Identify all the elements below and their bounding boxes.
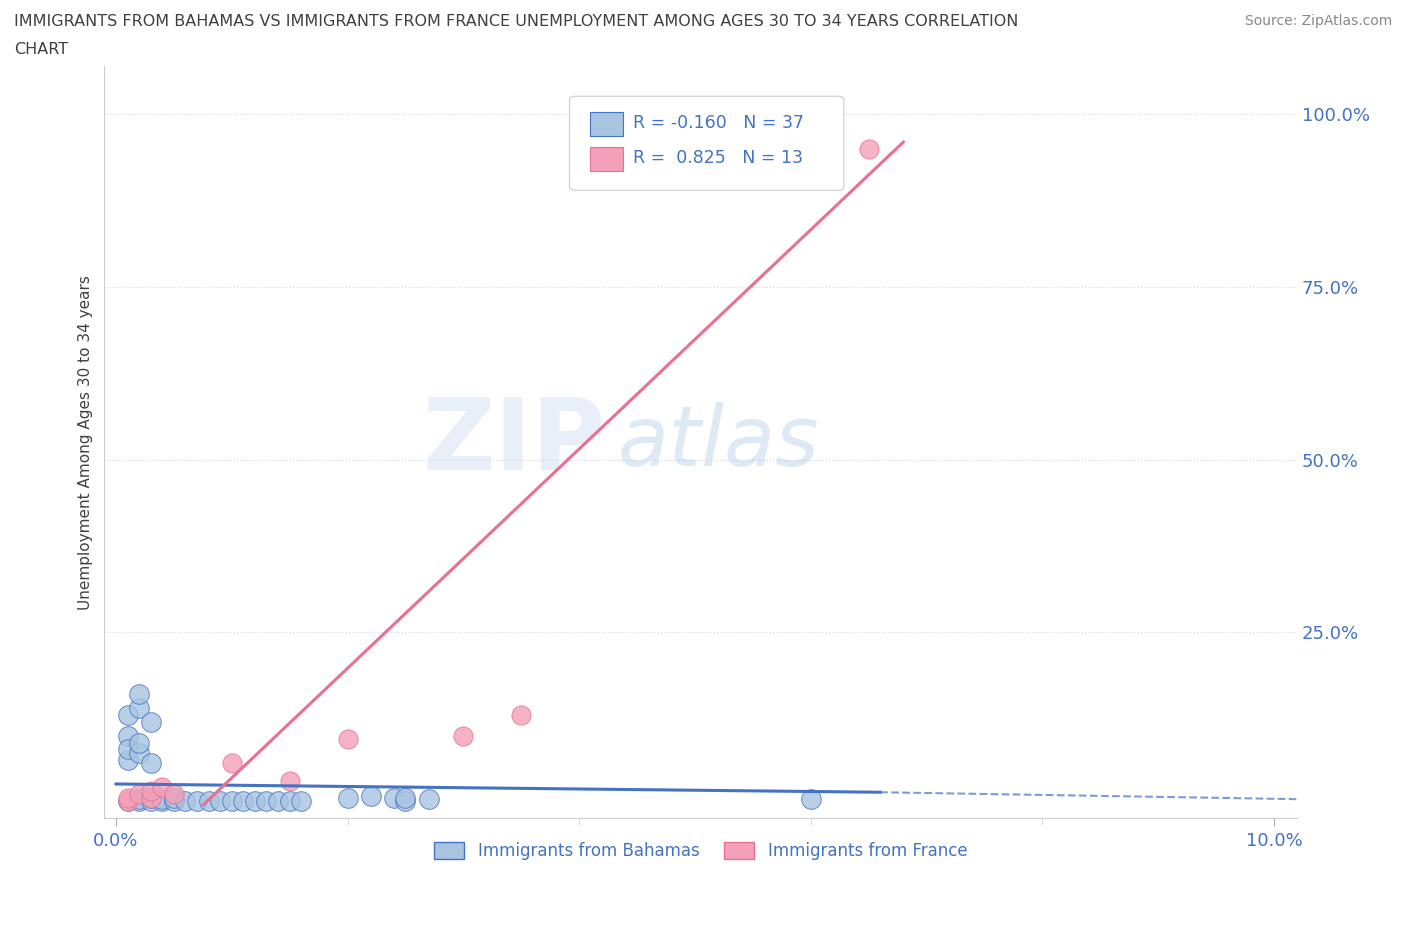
FancyBboxPatch shape [589, 112, 623, 136]
Text: R = -0.160   N = 37: R = -0.160 N = 37 [633, 113, 804, 131]
Point [278, 773, 301, 788]
Point [290, 794, 312, 809]
Text: IMMIGRANTS FROM BAHAMAS VS IMMIGRANTS FROM FRANCE UNEMPLOYMENT AMONG AGES 30 TO : IMMIGRANTS FROM BAHAMAS VS IMMIGRANTS FR… [14, 14, 1018, 29]
Point [394, 790, 416, 805]
Point [117, 794, 139, 809]
Text: ZIP: ZIP [422, 393, 606, 491]
FancyBboxPatch shape [589, 147, 623, 171]
Point [858, 141, 880, 156]
Point [221, 756, 243, 771]
Point [117, 752, 139, 767]
Point [128, 787, 150, 802]
Point [186, 794, 208, 809]
Point [139, 794, 162, 809]
Point [800, 791, 823, 806]
Point [209, 794, 232, 809]
Point [139, 790, 162, 805]
Point [418, 791, 440, 806]
Point [336, 790, 359, 805]
Text: Source: ZipAtlas.com: Source: ZipAtlas.com [1244, 14, 1392, 28]
FancyBboxPatch shape [569, 96, 844, 191]
Point [139, 714, 162, 729]
Point [394, 794, 416, 809]
Point [128, 735, 150, 750]
Point [139, 756, 162, 771]
Point [243, 794, 266, 809]
Point [128, 700, 150, 715]
Point [360, 789, 382, 804]
Point [117, 790, 139, 805]
Point [232, 794, 254, 809]
Text: atlas: atlas [617, 402, 818, 483]
Point [278, 794, 301, 809]
Point [117, 742, 139, 757]
Point [174, 794, 197, 809]
Legend: Immigrants from Bahamas, Immigrants from France: Immigrants from Bahamas, Immigrants from… [427, 835, 974, 867]
Point [221, 794, 243, 809]
Point [163, 787, 186, 802]
Point [128, 746, 150, 761]
Point [510, 708, 533, 723]
Point [139, 783, 162, 798]
Point [163, 794, 186, 809]
Point [382, 790, 405, 805]
Point [267, 794, 290, 809]
Point [453, 728, 475, 743]
Point [150, 791, 173, 806]
Point [117, 708, 139, 723]
Point [256, 794, 278, 809]
Point [197, 794, 219, 809]
Point [336, 732, 359, 747]
Point [128, 794, 150, 809]
Point [150, 780, 173, 795]
Point [139, 790, 162, 805]
Point [128, 791, 150, 806]
Point [150, 794, 173, 809]
Text: R =  0.825   N = 13: R = 0.825 N = 13 [633, 149, 803, 166]
Point [163, 790, 186, 805]
Y-axis label: Unemployment Among Ages 30 to 34 years: Unemployment Among Ages 30 to 34 years [79, 275, 93, 610]
Point [128, 686, 150, 701]
Text: CHART: CHART [14, 42, 67, 57]
Point [117, 794, 139, 809]
Point [117, 728, 139, 743]
